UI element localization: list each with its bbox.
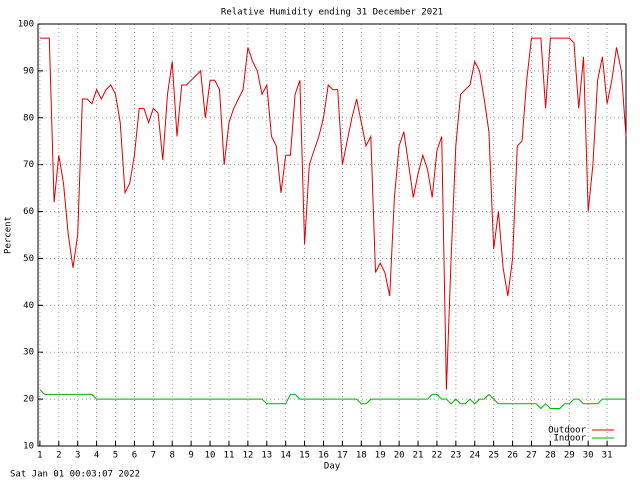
x-tick-label: 2 <box>56 451 61 461</box>
x-tick-label: 31 <box>602 451 613 461</box>
x-tick-label: 25 <box>488 451 499 461</box>
x-axis-label: Day <box>324 462 341 472</box>
x-tick-label: 9 <box>188 451 193 461</box>
x-tick-label: 29 <box>564 451 575 461</box>
legend-label: Outdoor <box>548 426 587 436</box>
x-tick-label: 14 <box>280 451 291 461</box>
footer: Sat Jan 01 00:03:07 2022 <box>10 470 140 480</box>
x-tick-label: 24 <box>469 451 480 461</box>
y-tick-label: 90 <box>23 66 34 76</box>
series-line <box>39 37 627 390</box>
x-tick-label: 26 <box>507 451 518 461</box>
legend-label: Indoor <box>553 434 586 444</box>
y-tick-label: 40 <box>23 301 34 311</box>
x-tick-label: 21 <box>413 451 424 461</box>
y-tick-label: 100 <box>18 20 34 30</box>
x-tick-label: 22 <box>432 451 443 461</box>
x-tick-label: 7 <box>151 451 156 461</box>
x-tick-label: 13 <box>261 451 272 461</box>
x-tick-label: 4 <box>94 451 99 461</box>
y-axis-label: Percent <box>4 216 14 254</box>
x-tick-label: 12 <box>242 451 253 461</box>
y-tick-label: 20 <box>23 395 34 405</box>
x-tick-label: 27 <box>526 451 537 461</box>
x-tick-label: 30 <box>583 451 594 461</box>
series-line <box>39 389 626 410</box>
x-tick-label: 17 <box>337 451 348 461</box>
x-tick-label: 10 <box>205 451 216 461</box>
x-tick-label: 8 <box>170 451 175 461</box>
plot-frame <box>37 23 627 447</box>
x-tick-label: 5 <box>113 451 118 461</box>
y-tick-label: 10 <box>23 442 34 452</box>
x-tick-label: 11 <box>224 451 235 461</box>
y-tick-label: 60 <box>23 207 34 217</box>
y-tick-label: 30 <box>23 348 34 358</box>
x-tick-label: 19 <box>375 451 386 461</box>
y-tick-label: 70 <box>23 160 34 170</box>
x-tick-label: 3 <box>75 451 80 461</box>
x-tick-label: 1 <box>37 451 42 461</box>
x-tick-label: 28 <box>545 451 556 461</box>
x-tick-label: 15 <box>299 451 310 461</box>
x-tick-label: 16 <box>318 451 329 461</box>
x-tick-label: 18 <box>356 451 367 461</box>
x-tick-label: 20 <box>394 451 405 461</box>
chart-title: Relative Humidity ending 31 December 202… <box>221 8 443 18</box>
y-tick-label: 80 <box>23 113 34 123</box>
x-tick-label: 23 <box>450 451 461 461</box>
y-tick-label: 50 <box>23 254 34 264</box>
x-tick-label: 6 <box>132 451 137 461</box>
